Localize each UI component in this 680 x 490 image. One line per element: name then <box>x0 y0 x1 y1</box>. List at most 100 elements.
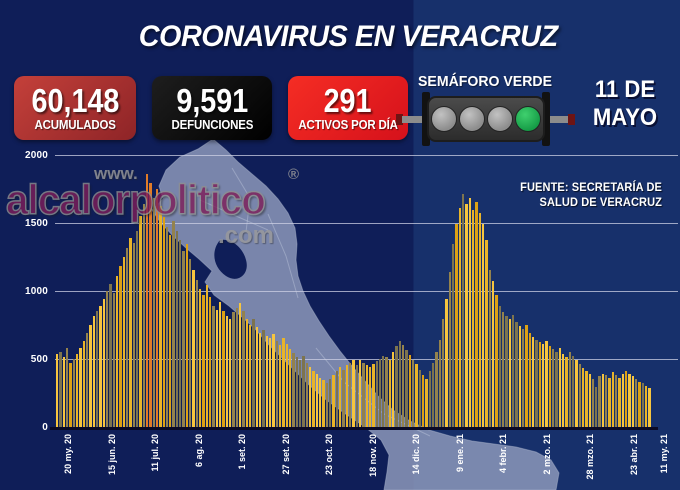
bar-day-94 <box>212 306 215 428</box>
bar-day-356 <box>648 388 651 428</box>
bar-day-348 <box>635 379 638 428</box>
bar-day-198 <box>385 357 388 428</box>
bar-day-250 <box>472 210 475 428</box>
x-axis-label-11-my-21: 11 my. 21 <box>659 434 669 474</box>
bar-day-310 <box>571 356 575 428</box>
bar-day-194 <box>378 359 382 428</box>
bar-day-50 <box>139 216 142 428</box>
stat-value-acumulados: 60,148 <box>31 82 119 119</box>
y-axis-label-0: 0 <box>42 422 48 433</box>
bar-day-56 <box>149 183 152 428</box>
bar-day-218 <box>418 370 422 428</box>
bar-day-332 <box>608 378 611 428</box>
bar-day-38 <box>119 266 122 428</box>
bar-day-200 <box>388 360 392 428</box>
bar-day-76 <box>182 251 185 428</box>
bar-day-240 <box>455 224 458 428</box>
bar-day-110 <box>239 303 242 428</box>
bar-day-36 <box>115 276 119 428</box>
bar-day-308 <box>568 352 571 428</box>
x-axis-label-15-jun-20: 15 jun. 20 <box>106 434 117 476</box>
bar-day-352 <box>641 383 645 428</box>
semaforo-right-tab <box>542 92 550 146</box>
active-cases-bar-series <box>56 155 652 428</box>
bar-day-24 <box>95 311 99 428</box>
stat-box-defunciones: 9,591 DEFUNCIONES <box>152 76 272 140</box>
x-axis-label-23-abr-21: 23 abr. 21 <box>628 434 639 476</box>
bar-day-148 <box>302 356 305 428</box>
bar-day-70 <box>172 221 175 428</box>
bar-day-266 <box>498 306 501 428</box>
bar-day-40 <box>122 257 125 428</box>
bar-day-274 <box>511 315 515 428</box>
bar-day-58 <box>152 198 155 428</box>
stat-label-defunciones: DEFUNCIONES <box>171 118 253 132</box>
bar-day-10 <box>72 359 75 428</box>
bar-day-190 <box>372 364 375 428</box>
bar-day-350 <box>638 382 641 428</box>
traffic-light-gray-2 <box>487 106 513 132</box>
bar-day-338 <box>618 378 621 428</box>
y-axis-label-500: 500 <box>30 354 48 365</box>
bar-day-220 <box>422 375 425 428</box>
bar-day-98 <box>219 302 222 428</box>
bar-day-166 <box>332 375 335 428</box>
bar-day-62 <box>159 206 162 428</box>
bar-day-268 <box>501 312 505 428</box>
bar-day-292 <box>541 344 545 428</box>
bar-day-124 <box>262 330 265 428</box>
bar-day-152 <box>308 367 312 428</box>
bar-day-246 <box>465 204 468 428</box>
bar-day-306 <box>565 357 568 428</box>
stat-value-activos: 291 <box>324 82 372 119</box>
bar-day-290 <box>538 342 541 428</box>
bar-day-144 <box>295 357 298 428</box>
x-axis-label-9-ene-21: 9 ene. 21 <box>454 434 465 473</box>
bar-day-72 <box>175 231 179 428</box>
bar-day-182 <box>358 360 362 428</box>
bar-day-52 <box>142 204 145 428</box>
bar-day-20 <box>89 325 92 428</box>
bar-day-342 <box>625 371 628 428</box>
bar-day-222 <box>425 379 428 428</box>
bar-day-238 <box>452 244 455 428</box>
stat-label-acumulados: ACUMULADOS <box>34 118 116 132</box>
bar-day-178 <box>352 360 355 428</box>
bar-day-116 <box>249 325 252 428</box>
source-line-1: FUENTE: SECRETARÍA DE <box>520 182 662 194</box>
bar-day-28 <box>102 299 105 428</box>
x-axis-label-11-jul-20: 11 jul. 20 <box>150 434 161 472</box>
bar-day-114 <box>245 319 249 428</box>
bar-day-314 <box>578 364 581 428</box>
bar-day-104 <box>229 319 232 428</box>
bar-day-354 <box>645 386 648 428</box>
bar-day-26 <box>99 306 102 428</box>
bar-day-226 <box>432 363 435 428</box>
x-axis-label-20-my-20: 20 my. 20 <box>63 434 73 474</box>
bar-day-80 <box>189 259 192 428</box>
bar-day-136 <box>282 338 285 428</box>
bar-day-112 <box>242 311 245 428</box>
bar-day-54 <box>145 174 149 428</box>
bar-day-288 <box>535 340 538 428</box>
bar-day-254 <box>478 213 481 428</box>
bar-day-64 <box>162 217 165 428</box>
bar-day-128 <box>269 338 272 428</box>
y-axis-label-1500: 1500 <box>24 218 48 229</box>
bar-day-318 <box>585 371 588 428</box>
stat-value-defunciones: 9,591 <box>176 82 248 119</box>
traffic-light <box>427 96 545 142</box>
page-title: CORONAVIRUS EN VERACRUZ <box>138 20 558 53</box>
bar-day-340 <box>621 374 625 428</box>
bar-day-192 <box>375 361 378 428</box>
stat-box-activos: 291 ACTIVOS POR DÍA <box>288 76 408 140</box>
bar-day-134 <box>278 345 282 428</box>
x-axis-label-23-oct-20: 23 oct. 20 <box>324 434 335 476</box>
gridline-500 <box>55 359 678 360</box>
gridline-1000 <box>55 291 678 292</box>
bar-day-296 <box>548 346 551 428</box>
bar-day-248 <box>468 198 472 428</box>
bar-day-150 <box>305 363 308 428</box>
title-banner: CORONAVIRUS EN VERACRUZ <box>70 16 626 58</box>
